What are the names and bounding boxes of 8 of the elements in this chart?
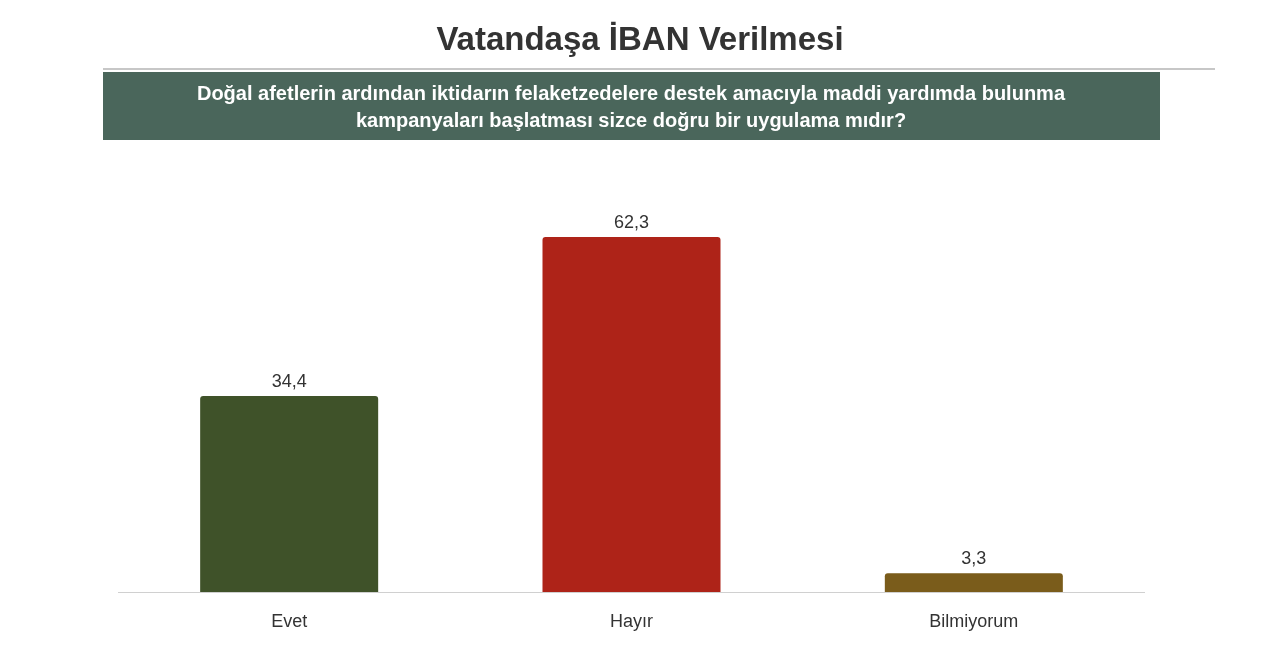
x-tick-label: Evet <box>271 611 308 631</box>
data-label: 62,3 <box>613 212 650 232</box>
chart-subtitle: Doğal afetlerin ardından iktidarın felaketzedelere destek amacıyla maddi yardımda bulunma kampanyaları başlatması sizce doğru bir uygulama mıdır? <box>196 82 1066 131</box>
data-label: 3,3 <box>961 548 987 569</box>
data-label: 34,4 <box>271 370 307 391</box>
chart-title: Vatandaşa İBAN Verilmesi <box>436 20 844 57</box>
x-tick-label: Hayır <box>609 611 654 631</box>
x-tick-label: Bilmiyorum <box>929 611 1019 631</box>
